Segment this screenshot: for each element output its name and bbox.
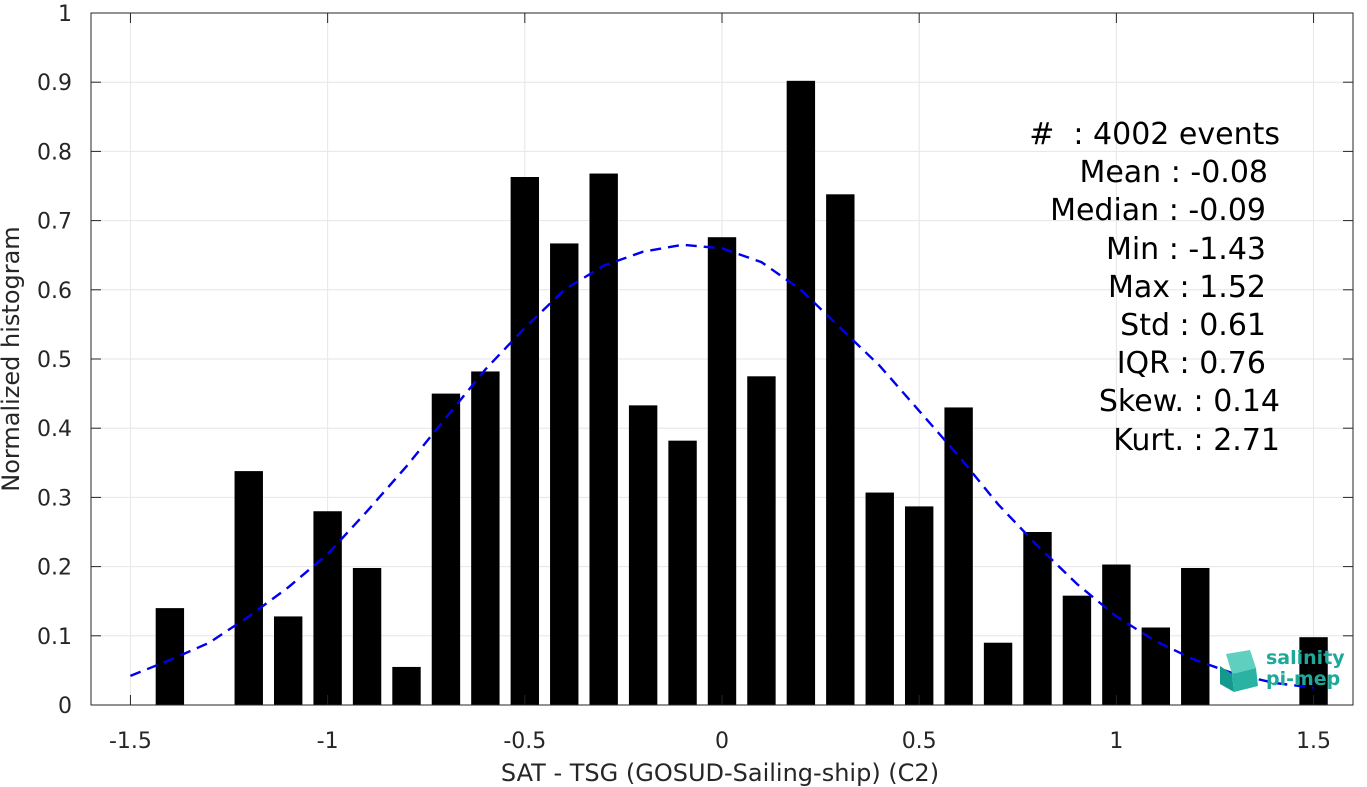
axis-ticks: -1.5 -1 -0.5 0 0.5 1 1.5 0 0.1 0.2 0.3 0.4 0.5 0.6 0.7… [37,2,1353,754]
stat-count: # : 4002 events [1029,117,1280,152]
histogram-bar [1102,564,1131,705]
histogram-bar [747,376,776,705]
histogram-bar [904,506,934,705]
x-tick-label: 1.5 [1296,729,1331,754]
stat-min: Min : -1.43 [1105,231,1266,267]
histogram-bar [1299,637,1328,705]
stat-mean: Mean : -0.08 [1079,155,1268,191]
logo-line1: salinity [1266,647,1345,669]
x-tick-label: -1 [317,729,339,754]
histogram-bar [1181,567,1210,705]
logo-cube-icon [1220,650,1258,692]
histogram-bar [392,666,421,705]
x-tick-label: 0.5 [902,729,937,754]
stat-std: Std : 0.61 [1120,308,1266,344]
y-tick-label: 0.6 [37,279,72,304]
histogram-bar [628,405,658,705]
histogram-bar [1141,627,1171,705]
stat-kurt: Kurt. : 2.71 [1113,422,1280,458]
histogram-bar [826,194,855,705]
normal-fit-curve [129,243,1314,689]
histogram-bar [983,642,1013,705]
x-tick-label: -0.5 [503,729,546,754]
x-axis-title: SAT - TSG (GOSUD-Sailing-ship) (C2) [501,759,939,787]
histogram-bar [1023,532,1052,705]
stat-iqr: IQR : 0.76 [1116,346,1266,382]
y-tick-label: 0.9 [37,71,72,96]
histogram-bar [589,173,618,705]
y-tick-label: 0.1 [37,625,72,650]
histogram-bar [352,567,382,705]
stat-max: Max : 1.52 [1108,269,1266,305]
histogram-bar [1062,595,1092,705]
histogram-bar [668,440,697,705]
logo-line2: pi-mep [1266,668,1341,690]
y-tick-label: 0.7 [37,210,72,235]
x-tick-label: 0 [715,729,729,754]
histogram-bar [786,80,816,706]
histogram-bar [471,371,500,705]
histogram-bar [944,407,973,705]
statistics-box: # : 4002 events Mean : -0.08 Median : -0… [960,116,1280,460]
x-tick-label: 1 [1109,729,1123,754]
y-tick-label: 1 [58,2,72,27]
histogram-bar [550,243,579,705]
x-tick-label: -1.5 [109,729,152,754]
histogram-bar [234,471,263,705]
y-tick-label: 0.5 [37,348,72,373]
bars [155,80,1328,706]
y-tick-label: 0 [58,694,72,719]
histogram-bar [510,177,540,705]
y-tick-label: 0.4 [37,417,72,442]
y-tick-label: 0.2 [37,556,72,581]
salinity-pimep-logo: salinity pi-mep [1216,646,1346,694]
y-axis-title: Normalized histogram [0,226,25,491]
logo-text: salinity pi-mep [1266,648,1345,690]
histogram-bar [155,608,185,705]
histogram-bar [313,511,342,705]
stat-skew: Skew. : 0.14 [1098,384,1280,420]
histogram-bar [707,237,737,705]
histogram-bar [865,492,894,705]
histogram-bar [273,616,303,705]
stat-median: Median : -0.09 [1050,193,1266,229]
y-tick-label: 0.3 [37,486,72,511]
histogram-bar [431,393,461,705]
y-tick-label: 0.8 [37,140,72,165]
